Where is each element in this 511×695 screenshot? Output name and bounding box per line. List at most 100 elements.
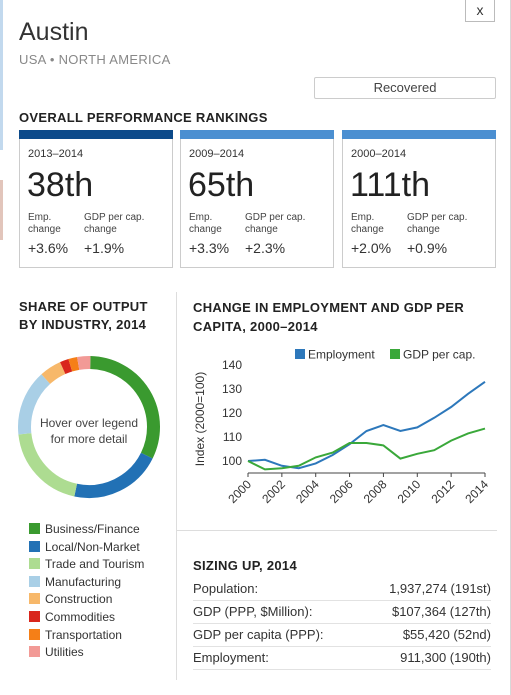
legend-item[interactable]: Construction <box>29 592 112 607</box>
sizing-title: SIZING UP, 2014 <box>193 558 297 573</box>
status-badge: Recovered <box>314 77 496 99</box>
change-title: CHANGE IN EMPLOYMENT AND GDP PER CAPITA,… <box>193 298 464 336</box>
x-tick-label: 2006 <box>327 477 356 506</box>
rank-value: 38th <box>27 166 94 204</box>
gdp-change-label: GDP per cap. change <box>84 212 145 235</box>
legend-label: Trade and Tourism <box>45 557 145 572</box>
legend-item[interactable]: Trade and Tourism <box>29 557 144 572</box>
section-divider <box>176 292 177 680</box>
city-name: Austin <box>19 18 89 46</box>
legend-swatch <box>29 540 40 552</box>
sizing-value: $55,420 (52nd) <box>402 627 491 642</box>
legend-label: Commodities <box>45 610 116 624</box>
share-title-line: SHARE OF OUTPUT <box>19 299 148 314</box>
donut-hint-line: for more detail <box>50 432 128 446</box>
legend-swatch <box>29 575 40 587</box>
sizing-label: GDP (PPP, $Million): <box>193 604 313 619</box>
y-tick-label: 110 <box>223 430 242 444</box>
rank-card-bar <box>342 130 496 139</box>
y-tick-label: 140 <box>222 358 242 372</box>
donut-segment-local-non-market[interactable] <box>74 452 153 498</box>
x-tick-label: 2012 <box>428 477 457 506</box>
legend-swatch <box>29 628 40 640</box>
gdp-change-value: +2.3% <box>245 240 286 256</box>
gdp-change-value: +1.9% <box>84 240 125 256</box>
series-line-gdp-per-cap <box>247 427 486 471</box>
gdp-change-label: GDP per cap. change <box>245 212 306 235</box>
legend-item[interactable]: Transportation <box>29 628 122 643</box>
region-label: USA • NORTH AMERICA <box>19 52 171 67</box>
x-tick-label: 2014 <box>462 477 491 506</box>
legend-swatch <box>29 611 40 622</box>
edge-mark <box>0 180 3 240</box>
rank-value: 111th <box>350 166 431 204</box>
rank-card: 2000–2014 111th Emp. change GDP per cap.… <box>342 130 496 268</box>
rank-value: 65th <box>188 166 255 204</box>
emp-change-label: Emp. change <box>189 212 222 235</box>
legend-item[interactable]: Local/Non-Market <box>29 540 140 555</box>
share-title-line: BY INDUSTRY, 2014 <box>19 317 147 332</box>
legend-label: Business/Finance <box>45 522 140 536</box>
y-axis-label: Index (2000=100) <box>193 372 207 466</box>
share-title: SHARE OF OUTPUT BY INDUSTRY, 2014 <box>19 298 148 334</box>
legend-item[interactable]: Utilities <box>29 645 84 660</box>
change-title-line: CAPITA, 2000–2014 <box>193 319 318 334</box>
x-tick-label: 2002 <box>259 477 288 506</box>
gdp-change-value: +0.9% <box>407 240 448 256</box>
legend-swatch <box>29 646 40 658</box>
sizing-value: $107,364 (127th) <box>391 604 491 619</box>
x-tick-label: 2004 <box>293 477 322 506</box>
gdp-change-label: GDP per cap. change <box>407 212 468 235</box>
emp-change-label: Emp. change <box>28 212 61 235</box>
chart-legend-swatch <box>295 349 305 359</box>
legend-item[interactable]: Commodities <box>29 610 115 625</box>
donut-segment-commodities[interactable] <box>60 359 73 375</box>
legend-label: Construction <box>45 592 113 607</box>
chart-legend-label: Employment <box>308 348 375 362</box>
emp-change-value: +3.3% <box>189 240 230 256</box>
donut-segment-utilities[interactable] <box>77 356 91 370</box>
legend-label: Utilities <box>45 645 84 660</box>
donut-segment-manufacturing[interactable] <box>18 374 51 435</box>
sizing-row: Population: 1,937,274 (191st) <box>193 579 491 601</box>
donut-segment-construction[interactable] <box>41 362 66 385</box>
sizing-row: GDP per capita (PPP): $55,420 (52nd) <box>193 625 491 647</box>
x-tick-label: 2010 <box>395 477 424 506</box>
legend-item[interactable]: Business/Finance <box>29 522 140 537</box>
sizing-label: GDP per capita (PPP): <box>193 627 324 642</box>
legend-label: Transportation <box>45 627 122 642</box>
legend-label: Local/Non-Market <box>45 539 140 554</box>
sizing-value: 911,300 (190th) <box>400 650 491 665</box>
rank-card: 2013–2014 38th Emp. change GDP per cap. … <box>19 130 173 268</box>
close-button[interactable]: x <box>465 0 495 22</box>
legend-swatch <box>29 523 40 534</box>
change-title-line: CHANGE IN EMPLOYMENT AND GDP PER <box>193 300 465 315</box>
emp-change-label: Emp. change <box>351 212 384 235</box>
rankings-title: OVERALL PERFORMANCE RANKINGS <box>19 110 268 125</box>
x-tick-label: 2008 <box>361 477 390 506</box>
rank-period: 2009–2014 <box>189 148 245 160</box>
legend-swatch <box>29 558 40 570</box>
rank-period: 2000–2014 <box>351 148 407 160</box>
legend-item[interactable]: Manufacturing <box>29 575 121 590</box>
rank-card: 2009–2014 65th Emp. change GDP per cap. … <box>180 130 334 268</box>
section-divider <box>177 530 497 531</box>
edge-mark <box>0 0 3 150</box>
donut-hint: Hover over legend for more detail <box>33 415 145 447</box>
donut-segment-transportation[interactable] <box>68 357 80 372</box>
donut-segment-business-finance[interactable] <box>89 356 160 459</box>
donut-hint-line: Hover over legend <box>39 416 139 430</box>
emp-change-value: +2.0% <box>351 240 392 256</box>
y-tick-label: 130 <box>222 382 242 396</box>
donut-segment-trade-and-tourism[interactable] <box>18 432 78 497</box>
rank-card-bar <box>19 130 173 139</box>
chart-legend-label: GDP per cap. <box>403 348 475 362</box>
industry-donut-chart[interactable] <box>16 354 162 500</box>
rank-card-bar <box>180 130 334 139</box>
y-tick-label: 120 <box>222 406 242 420</box>
rank-period: 2013–2014 <box>28 148 84 160</box>
x-tick-label: 2000 <box>225 477 254 506</box>
sizing-row: Employment: 911,300 (190th) <box>193 648 491 670</box>
